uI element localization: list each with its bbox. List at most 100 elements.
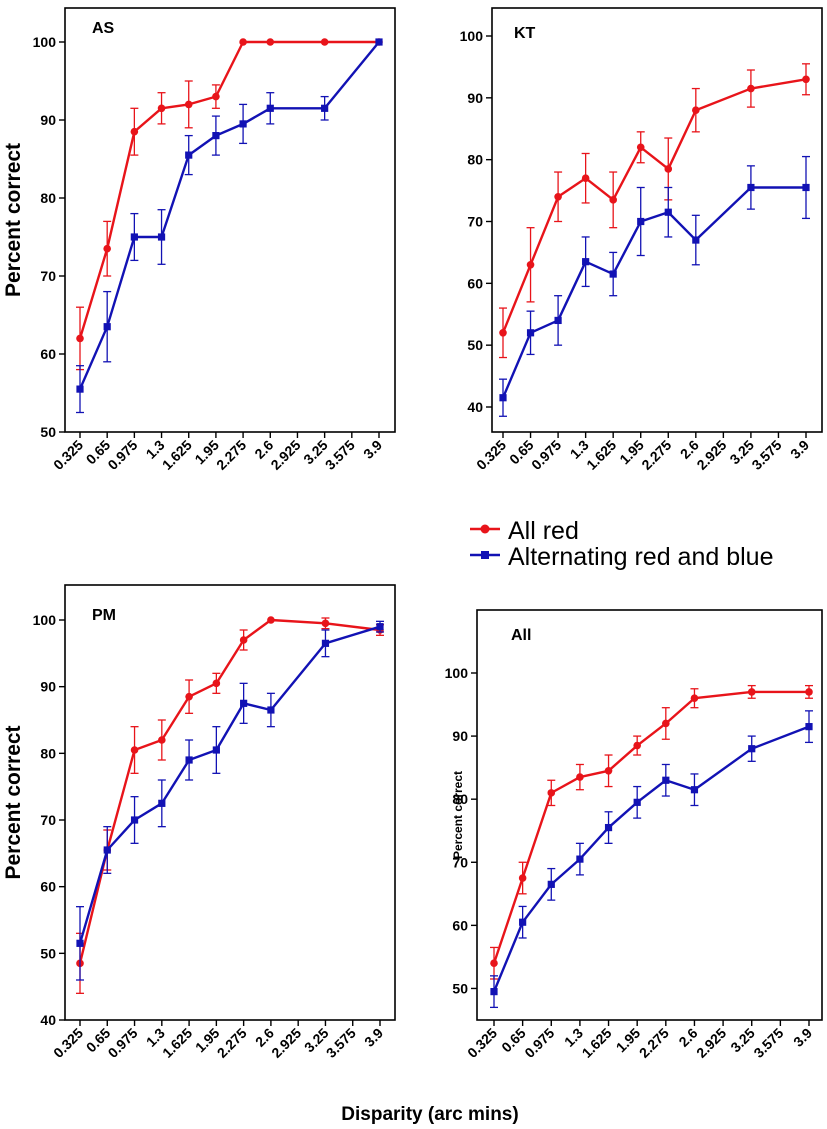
y-tick-label: 100: [460, 28, 484, 44]
y-tick-label: 50: [467, 337, 483, 353]
data-point: [321, 104, 329, 112]
data-point: [692, 106, 700, 114]
y-tick-label: 90: [452, 728, 468, 744]
y-tick-label: 90: [40, 112, 56, 128]
legend-red-marker: [480, 524, 490, 534]
x-tick-label: 2.925: [693, 1025, 729, 1061]
x-tick-label: 1.625: [159, 1025, 195, 1061]
data-point: [690, 694, 699, 703]
series-all-red: [76, 616, 384, 994]
y-tick-label: 70: [467, 214, 483, 230]
x-tick-label: 3.575: [750, 1025, 786, 1061]
y-tick-label: 100: [33, 34, 57, 50]
data-point: [637, 217, 645, 226]
series-line: [492, 690, 809, 964]
legend-blue-label: Alternating red and blue: [508, 543, 773, 571]
x-tick-label: 2.925: [268, 1025, 304, 1061]
legend-blue-marker: [481, 551, 489, 559]
x-tick-label: 3.9: [361, 1025, 386, 1050]
data-point: [747, 84, 755, 93]
x-tick-label: 0.975: [521, 1025, 557, 1061]
data-point: [582, 258, 590, 266]
y-tick-label: 100: [33, 612, 57, 628]
data-point: [375, 38, 383, 46]
plot-frame: [491, 7, 823, 433]
x-tick-label: 2.275: [638, 437, 674, 473]
x-tick-label: 0.975: [104, 437, 140, 473]
data-point: [76, 334, 84, 343]
x-tick-label: 0.325: [50, 1025, 86, 1061]
data-point: [158, 799, 166, 807]
plot-frame: [476, 609, 823, 1021]
data-point: [266, 104, 274, 112]
y-tick-label: 50: [40, 424, 56, 440]
data-point: [662, 776, 670, 784]
series-alternating-red-blue: [490, 710, 813, 1009]
y-axis-label: Percent correct: [2, 143, 25, 297]
data-point: [266, 38, 275, 46]
data-point: [636, 143, 645, 152]
data-point: [321, 619, 330, 628]
series-alternating-red-blue: [76, 38, 383, 414]
x-tick-label: 2.925: [693, 437, 729, 473]
series-all-red: [76, 38, 383, 371]
data-point: [664, 208, 672, 216]
data-point: [805, 723, 813, 731]
x-tick-label: 0.325: [473, 437, 509, 473]
data-point: [519, 918, 527, 926]
series-line: [501, 78, 807, 334]
data-point: [609, 196, 617, 204]
data-point: [103, 244, 111, 253]
data-point: [76, 385, 84, 393]
x-tick-label: 1.625: [159, 437, 195, 473]
plot-frame: [64, 7, 396, 433]
data-point: [518, 874, 527, 882]
data-point: [130, 127, 139, 136]
data-point: [690, 786, 699, 794]
y-tick-label: 60: [452, 917, 468, 933]
y-tick-label: 50: [452, 980, 468, 996]
data-point: [130, 233, 138, 241]
data-point: [490, 959, 498, 968]
data-point: [633, 741, 641, 750]
y-tick-label: 80: [452, 791, 468, 807]
y-tick-label: 40: [40, 1012, 56, 1028]
series-line: [78, 40, 379, 339]
series-line: [78, 625, 381, 944]
panel-title: All: [511, 627, 531, 644]
x-tick-label: 0.975: [528, 437, 564, 473]
x-tick-label: 3.9: [787, 437, 812, 462]
data-point: [267, 616, 275, 624]
data-point: [805, 688, 813, 696]
y-tick-label: 80: [467, 152, 483, 168]
data-point: [633, 798, 641, 806]
data-point: [692, 236, 700, 244]
data-point: [554, 192, 562, 201]
y-tick-label: 60: [40, 879, 56, 895]
x-tick-label: 1.625: [583, 437, 619, 473]
data-point: [604, 766, 613, 775]
data-point: [802, 75, 810, 84]
data-point: [554, 316, 562, 325]
x-tick-label: 3.575: [322, 437, 358, 473]
data-point: [185, 151, 193, 159]
data-point: [664, 165, 673, 173]
data-point: [576, 773, 584, 781]
data-point: [130, 746, 139, 754]
panel-title: KT: [514, 25, 536, 42]
data-point: [103, 846, 111, 854]
y-tick-label: 80: [40, 745, 56, 761]
data-point: [184, 100, 193, 109]
data-point: [212, 679, 221, 688]
data-point: [185, 756, 193, 764]
data-point: [321, 639, 330, 647]
data-point: [240, 699, 248, 707]
y-axis-label: Percent correct: [451, 771, 465, 859]
y-tick-label: 100: [445, 665, 469, 681]
data-point: [157, 233, 166, 241]
data-point: [239, 636, 248, 644]
data-point: [499, 394, 507, 402]
